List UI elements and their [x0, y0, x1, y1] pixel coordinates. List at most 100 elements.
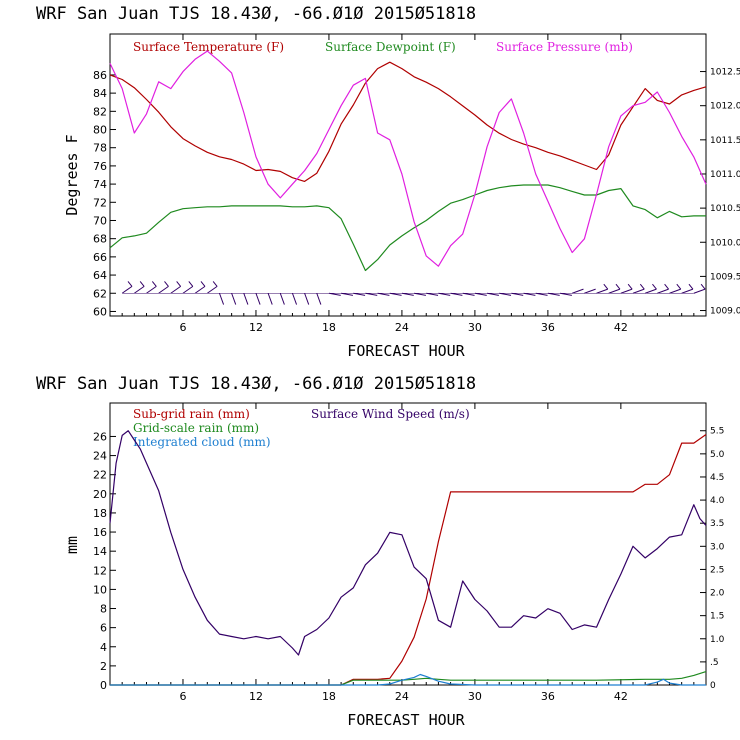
- wind-barb: [304, 293, 310, 305]
- chart1-y2-tick-label: 1012.0: [710, 102, 740, 112]
- wind-barb: [438, 292, 451, 296]
- chart2-series: [109, 430, 707, 686]
- wind-barb: [377, 292, 390, 296]
- chart1-x-tick-label: 42: [614, 321, 628, 334]
- wind-barb: [584, 288, 596, 294]
- chart2-y-tick-label: 12: [93, 564, 107, 577]
- chart2-x-tick-label: 18: [322, 690, 336, 703]
- chart1-y-tick-label: 80: [93, 124, 107, 137]
- wind-barb: [572, 288, 584, 294]
- wind-barb: [657, 288, 669, 294]
- wind-barb: [535, 292, 548, 296]
- chart2-y-tick-label: 14: [93, 545, 107, 558]
- wind-barb: [632, 288, 645, 294]
- chart1-y-tick-label: 60: [93, 305, 107, 318]
- chart1-y2-tick-label: 1012.5: [710, 68, 740, 78]
- chart1-series-2: [109, 184, 706, 272]
- chart1-y2-tick-label: 1011.5: [710, 136, 740, 146]
- chart1-y2-tick-label: 1010.0: [710, 238, 740, 248]
- chart1-x-tick-label: 12: [249, 321, 263, 334]
- chart2-series-1: [110, 434, 707, 686]
- chart1-x-tick-label: 36: [541, 321, 555, 334]
- wind-barb-flag: [627, 283, 633, 290]
- chart1-y-axis-label: Degrees F: [63, 134, 81, 215]
- wind-barb: [547, 292, 560, 296]
- wind-barb: [681, 288, 694, 294]
- chart1-y2-tick-label: 1010.5: [710, 204, 740, 214]
- wind-barb: [608, 288, 621, 294]
- chart2-x-tick-label: 36: [541, 690, 555, 703]
- wind-barb: [146, 285, 157, 294]
- wind-barb: [353, 292, 366, 296]
- chart2-series-4: [109, 430, 707, 656]
- wind-barb: [170, 285, 181, 294]
- chart1-legend-pressure: Surface Pressure (mb): [496, 40, 633, 54]
- precipitation-chart: WRF San Juan TJS 18.43Ø, -66.Ø1Ø 2015Ø51…: [36, 374, 725, 729]
- chart2-y2-tick-label: 5.5: [710, 427, 724, 437]
- wind-barb-flag: [188, 281, 194, 287]
- wind-barb-flag: [664, 283, 670, 290]
- chart1-y-tick-label: 76: [93, 160, 107, 173]
- chart1-x-tick-label: 6: [179, 321, 186, 334]
- wind-barb: [596, 288, 608, 294]
- wind-barb: [365, 292, 378, 296]
- chart2-y2-tick-label: .5: [710, 658, 719, 668]
- wind-barb-flag: [176, 281, 182, 287]
- chart2-x-tick-label: 12: [249, 690, 263, 703]
- chart1-y-tick-label: 64: [93, 269, 107, 282]
- chart1-legend-temperature: Surface Temperature (F): [133, 40, 284, 54]
- chart2-y2-tick-label: 5.0: [710, 450, 725, 460]
- chart2-y2-tick-label: 4.5: [710, 473, 724, 483]
- chart1-x-axis-label: FORECAST HOUR: [347, 342, 465, 360]
- chart2-legend-subgrid-rain: Sub-grid rain (mm): [133, 407, 250, 421]
- chart2-y2-tick-label: 3.5: [710, 519, 724, 529]
- chart2-y-tick-label: 2: [100, 660, 107, 673]
- chart2-x-tick-label: 42: [614, 690, 628, 703]
- chart1-x-tick-label: 18: [322, 321, 336, 334]
- wind-barb: [620, 288, 633, 294]
- chart2-y-tick-label: 6: [100, 622, 107, 635]
- temperature-chart: WRF San Juan TJS 18.43Ø, -66.Ø1Ø 2015Ø51…: [36, 4, 740, 360]
- chart2-x-tick-label: 30: [468, 690, 482, 703]
- wind-barb: [693, 288, 706, 294]
- chart2-series-3: [110, 673, 706, 686]
- wind-barb: [669, 288, 681, 294]
- wind-barb: [231, 293, 237, 305]
- chart2-y-tick-label: 10: [93, 583, 107, 596]
- wind-barb-flag: [200, 281, 206, 287]
- chart2-y-tick-label: 18: [93, 507, 107, 520]
- wind-barb: [559, 292, 572, 296]
- chart1-y-tick-label: 86: [93, 69, 107, 82]
- chart1-y-tick-label: 84: [93, 87, 107, 100]
- wind-barb: [450, 292, 463, 296]
- wind-barb: [499, 292, 512, 296]
- chart2-legend-wind-speed: Surface Wind Speed (m/s): [311, 407, 470, 421]
- chart1-y-tick-label: 66: [93, 251, 107, 264]
- wind-barb: [255, 293, 261, 305]
- chart2-y-tick-label: 22: [93, 469, 107, 482]
- wind-barb: [134, 285, 145, 294]
- wind-barb: [486, 292, 499, 296]
- wind-barb: [328, 292, 341, 296]
- chart1-wind-barbs: [121, 281, 706, 305]
- chart2-y-tick-label: 26: [93, 430, 107, 443]
- chart2-frame: [109, 402, 707, 686]
- wind-barb: [207, 285, 218, 294]
- chart1-frame: [109, 33, 707, 317]
- chart2-y2-tick-label: 0: [710, 681, 716, 691]
- wind-barb: [645, 288, 657, 294]
- chart1-x-tick-label: 24: [395, 321, 409, 334]
- chart1-series: [109, 50, 707, 272]
- wind-barb: [341, 292, 354, 296]
- chart2-x-axis-label: FORECAST HOUR: [347, 711, 465, 729]
- chart2-y2-tick-label: 1.0: [710, 635, 725, 645]
- chart2-title: WRF San Juan TJS 18.43Ø, -66.Ø1Ø 2015Ø51…: [36, 374, 476, 394]
- chart2-y2-tick-label: 4.0: [710, 496, 725, 506]
- chart2-y-tick-label: 24: [93, 450, 107, 463]
- chart1-y-tick-label: 72: [93, 196, 107, 209]
- wind-barb-flag: [639, 283, 645, 290]
- chart1-y-tick-label: 62: [93, 287, 107, 300]
- wind-barb: [243, 293, 249, 305]
- wind-barb: [462, 292, 475, 296]
